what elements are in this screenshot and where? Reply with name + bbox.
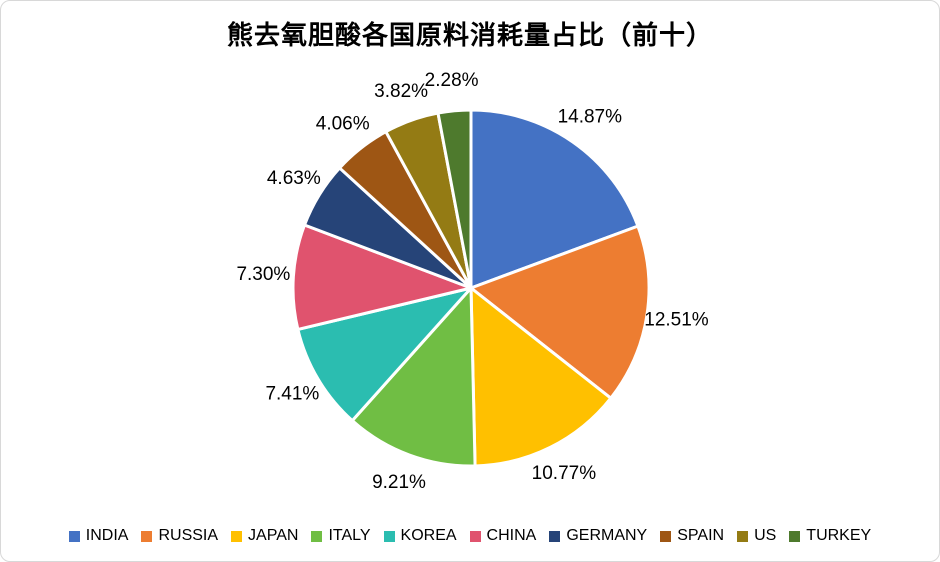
pie-slice-turkey[interactable] <box>436 108 473 290</box>
slice-label-russia: 12.51% <box>644 309 709 330</box>
slice-label-spain: 4.06% <box>316 113 370 134</box>
legend-marker-spain <box>660 530 672 542</box>
slice-label-china: 7.30% <box>236 264 290 285</box>
legend-label: GERMANY <box>566 527 648 544</box>
legend-item-china[interactable]: CHINA <box>469 527 537 545</box>
legend-item-us[interactable]: US <box>737 527 776 545</box>
legend-item-russia[interactable]: RUSSIA <box>141 527 218 545</box>
legend-marker-italy <box>311 530 323 542</box>
legend-label: US <box>754 527 777 544</box>
legend-item-spain[interactable]: SPAIN <box>660 527 724 545</box>
pie-slice-korea[interactable] <box>296 286 473 423</box>
legend-label: TURKEY <box>806 527 872 544</box>
legend-item-india[interactable]: INDIA <box>68 527 129 545</box>
pie-slice-italy[interactable] <box>350 286 477 468</box>
legend-item-japan[interactable]: JAPAN <box>231 527 298 545</box>
pie-slice-japan[interactable] <box>469 286 613 468</box>
slice-label-japan: 10.77% <box>532 463 597 484</box>
legend-label: CHINA <box>486 527 537 544</box>
legend-marker-china <box>469 530 481 542</box>
legend-item-germany[interactable]: GERMANY <box>549 527 647 545</box>
legend-label: KOREA <box>400 527 457 544</box>
slice-label-korea: 7.41% <box>265 384 319 405</box>
slice-label-us: 3.82% <box>374 81 428 102</box>
legend-marker-us <box>737 530 749 542</box>
pie-slice-india[interactable] <box>469 108 640 290</box>
legend: INDIA RUSSIA JAPAN ITALY KOREA CHINA GERMANY SP… <box>1 527 939 545</box>
slice-label-india: 14.87% <box>558 106 623 127</box>
slice-label-italy: 9.21% <box>372 472 426 493</box>
legend-item-italy[interactable]: ITALY <box>311 527 371 545</box>
legend-label: ITALY <box>328 527 371 544</box>
slice-label-turkey: 2.28% <box>425 70 479 91</box>
slice-label-germany: 4.63% <box>267 168 321 189</box>
legend-marker-turkey <box>789 530 801 542</box>
legend-marker-korea <box>383 530 395 542</box>
pie-slice-china[interactable] <box>291 223 473 331</box>
legend-label: RUSSIA <box>158 527 219 544</box>
legend-label: JAPAN <box>248 527 299 544</box>
pie-slice-russia[interactable] <box>469 224 651 400</box>
legend-label: INDIA <box>85 527 129 544</box>
legend-label: SPAIN <box>677 527 725 544</box>
legend-marker-germany <box>549 530 561 542</box>
chart-title: 熊去氧胆酸各国原料消耗量占比（前十） <box>226 20 713 50</box>
legend-marker-japan <box>231 530 243 542</box>
legend-marker-russia <box>141 530 153 542</box>
legend-marker-india <box>68 530 80 542</box>
legend-item-turkey[interactable]: TURKEY <box>789 527 871 545</box>
legend-item-korea[interactable]: KOREA <box>383 527 457 545</box>
